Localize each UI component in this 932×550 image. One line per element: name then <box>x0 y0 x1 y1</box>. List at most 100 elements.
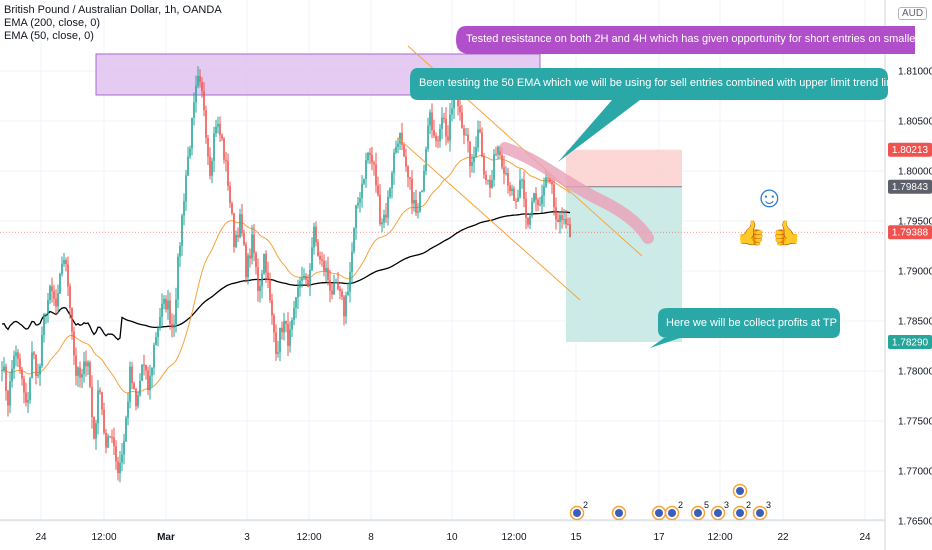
candle-body <box>527 217 529 225</box>
candle-body <box>111 437 113 439</box>
candle-body <box>97 390 99 424</box>
x-tick-label: 24 <box>35 532 47 543</box>
price-tag-last[interactable] <box>888 225 932 240</box>
candle-body <box>505 172 507 174</box>
event-count: 3 <box>766 500 771 510</box>
candle-body <box>157 327 159 338</box>
event-badge[interactable] <box>651 505 667 521</box>
candle-body <box>383 214 385 223</box>
candle-body <box>187 156 189 176</box>
y-tick-label: 1.76500 <box>898 517 932 528</box>
callout-shapes <box>410 26 915 348</box>
candle-body <box>167 300 169 310</box>
tp-callout-text[interactable]: Here we will be collect profits at TP <box>666 317 837 329</box>
x-tick-label: 8 <box>368 532 374 543</box>
candle-body <box>107 436 109 448</box>
candle-body <box>339 288 341 292</box>
candle-body <box>353 228 355 252</box>
candle-body <box>445 118 447 137</box>
time-axis: 24 12:00 Mar 3 12:00 8 10 12:00 15 17 12:00 22 24 <box>0 519 885 543</box>
resistance-callout[interactable] <box>456 26 915 54</box>
candle-body <box>289 329 291 346</box>
candle-body <box>159 316 161 328</box>
x-tick-label: 12:00 <box>707 532 732 543</box>
ema-50-legend[interactable]: EMA (50, close, 0) <box>4 30 94 42</box>
candle-body <box>285 321 287 324</box>
candle-body <box>153 345 155 368</box>
candle-body <box>525 198 527 218</box>
lower-trend-line[interactable] <box>397 137 581 301</box>
ema-callout-text[interactable]: Been testing the 50 EMA which we will be… <box>419 77 899 89</box>
candle-body <box>147 370 149 391</box>
ema-200-legend[interactable]: EMA (200, close, 0) <box>4 17 100 29</box>
event-badge[interactable]: 5 <box>690 500 710 521</box>
candle-body <box>175 299 177 325</box>
y-tick-label: 1.77500 <box>898 417 932 428</box>
symbol-title[interactable]: British Pound / Australian Dollar, 1h, O… <box>4 4 222 16</box>
event-badge[interactable] <box>611 505 627 521</box>
candle-body <box>253 234 255 253</box>
candle-body <box>163 298 165 304</box>
candle-body <box>343 296 345 317</box>
candle-body <box>461 112 463 129</box>
event-badge[interactable]: 3 <box>710 500 730 521</box>
x-tick-label: 12:00 <box>91 532 116 543</box>
currency-badge[interactable]: AUD <box>898 7 928 20</box>
event-badge[interactable]: 2 <box>664 500 684 521</box>
flag-icon <box>655 509 663 517</box>
candle-body <box>115 446 117 462</box>
candle-body <box>219 123 221 136</box>
price-tag-label: 1.79843 <box>892 182 929 193</box>
x-tick-label: 22 <box>777 532 789 543</box>
candle-body <box>317 242 319 256</box>
candle-body <box>409 177 411 179</box>
ema-callout[interactable] <box>410 68 888 162</box>
candle-body <box>227 161 229 186</box>
projection-brush[interactable] <box>499 142 654 244</box>
candle-body <box>373 162 375 165</box>
tp-callout[interactable] <box>650 308 840 348</box>
resistance-callout-text[interactable]: Tested resistance on both 2H and 4H whic… <box>466 33 932 45</box>
candle-body <box>265 253 267 273</box>
price-tag-label: 1.80213 <box>892 145 929 156</box>
candle-body <box>545 177 547 187</box>
candle-body <box>37 374 39 377</box>
candle-body <box>5 366 7 391</box>
stop-loss-zone[interactable] <box>566 149 682 187</box>
candle-body <box>407 166 409 178</box>
candle-body <box>477 129 479 148</box>
event-badge[interactable]: 2 <box>732 500 752 521</box>
candle-body <box>329 279 331 291</box>
price-tag-target[interactable] <box>888 335 932 349</box>
event-badge[interactable]: 3 <box>752 500 772 521</box>
event-badge[interactable]: 2 <box>569 500 589 521</box>
candle-body <box>547 177 549 179</box>
candle-body <box>23 378 25 393</box>
candle-body <box>119 462 121 474</box>
smiley-icon: ☺ <box>754 181 785 214</box>
candle-body <box>287 323 289 346</box>
event-badge[interactable] <box>732 483 748 499</box>
candle-body <box>181 215 183 246</box>
candle-body <box>483 156 485 175</box>
candle-body <box>165 298 167 310</box>
candle-body <box>517 197 519 202</box>
candle-body <box>301 277 303 281</box>
x-tick-label: 10 <box>446 532 458 543</box>
candle-body <box>501 155 503 168</box>
price-tag-stop[interactable] <box>888 142 932 157</box>
flag-icon <box>668 509 676 517</box>
candle-body <box>105 432 107 448</box>
candle-body <box>13 355 15 369</box>
candle-body <box>185 175 187 202</box>
candle-body <box>539 204 541 206</box>
candle-body <box>65 260 67 265</box>
candle-body <box>489 179 491 189</box>
price-tag-entry[interactable] <box>888 179 932 194</box>
candle-body <box>431 112 433 131</box>
candle-body <box>533 193 535 202</box>
candle-body <box>17 352 19 359</box>
candle-body <box>141 364 143 381</box>
flag-icon <box>736 509 744 517</box>
